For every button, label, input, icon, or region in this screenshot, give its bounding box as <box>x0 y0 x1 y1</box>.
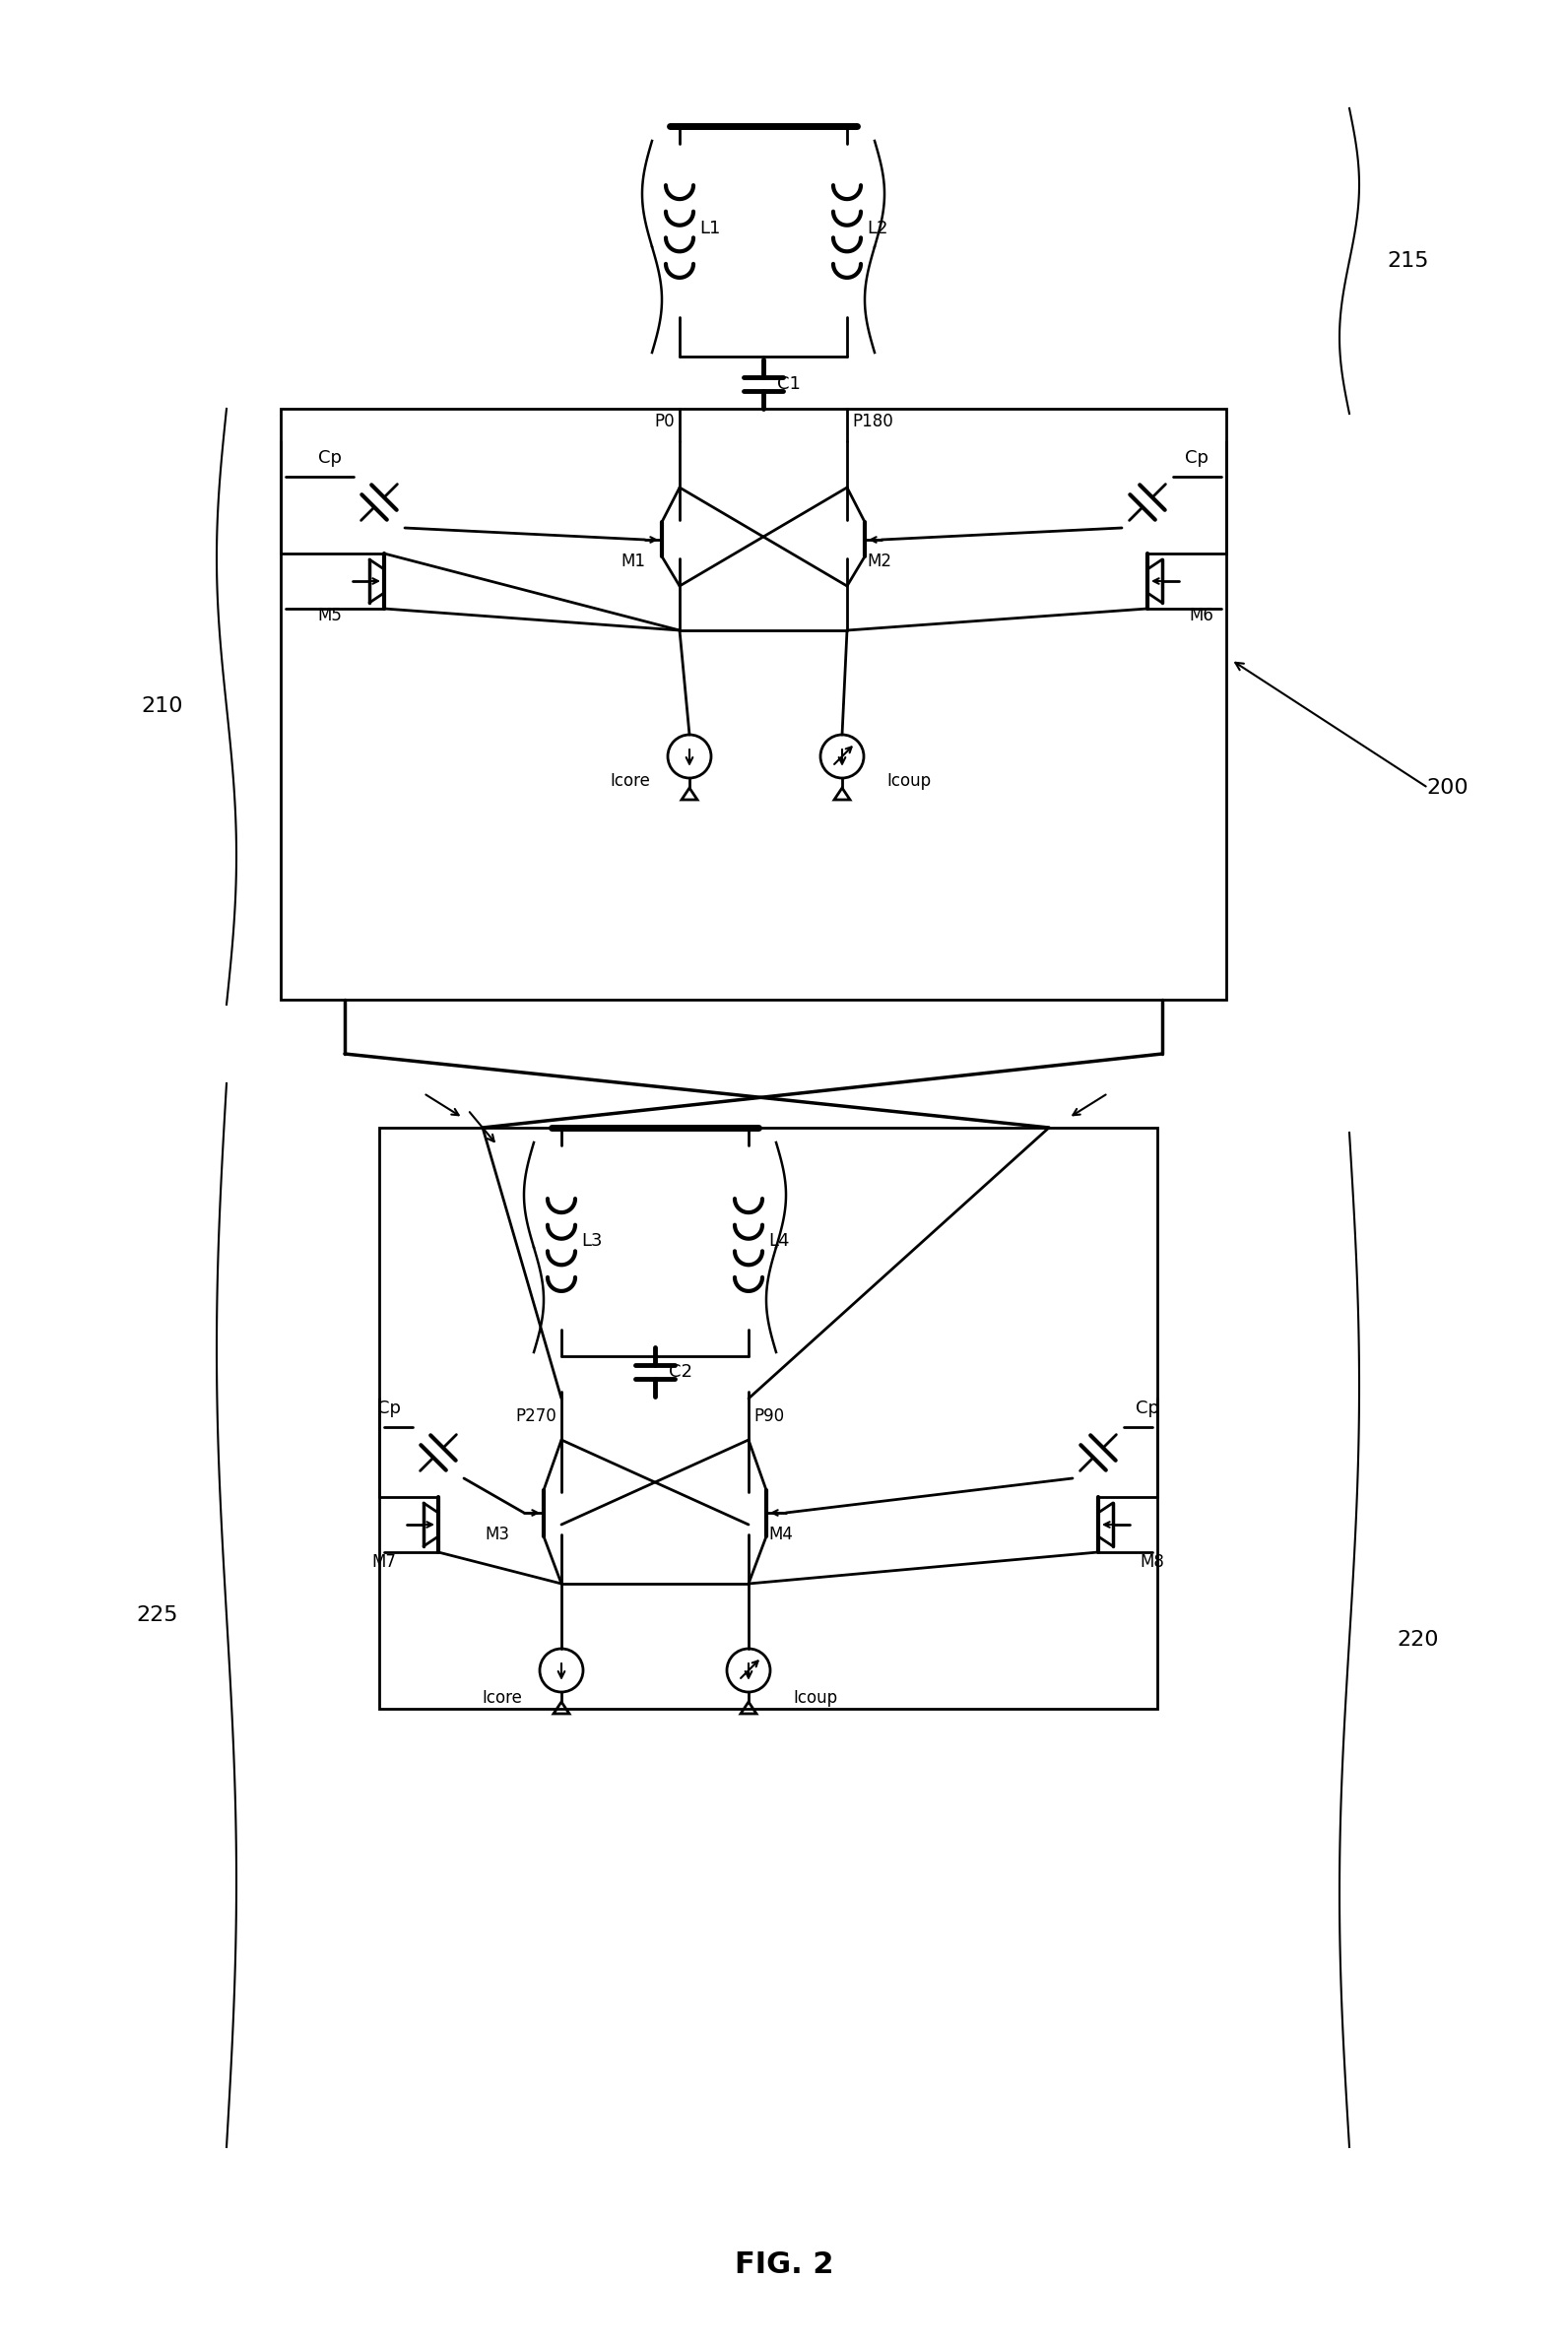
Text: M3: M3 <box>485 1527 510 1543</box>
Text: M4: M4 <box>768 1527 793 1543</box>
Text: M8: M8 <box>1140 1552 1165 1571</box>
Text: C1: C1 <box>778 375 801 394</box>
Text: P0: P0 <box>654 413 674 431</box>
Text: Icoup: Icoup <box>793 1688 837 1707</box>
Text: Icore: Icore <box>481 1688 522 1707</box>
Text: P90: P90 <box>754 1407 784 1426</box>
Text: 215: 215 <box>1388 251 1430 270</box>
Text: Cp: Cp <box>1135 1400 1159 1416</box>
Text: Cp: Cp <box>1185 450 1209 467</box>
Bar <box>379 1128 1157 1710</box>
Text: M1: M1 <box>621 553 644 570</box>
Text: 210: 210 <box>141 696 183 715</box>
Text: Icore: Icore <box>610 772 651 790</box>
Text: L4: L4 <box>768 1231 789 1250</box>
Text: L2: L2 <box>867 220 887 237</box>
Text: 220: 220 <box>1397 1630 1439 1649</box>
Text: M7: M7 <box>372 1552 397 1571</box>
Text: M6: M6 <box>1190 607 1214 624</box>
Text: L3: L3 <box>582 1231 602 1250</box>
Text: 200: 200 <box>1427 779 1469 797</box>
Text: 225: 225 <box>136 1606 179 1625</box>
Text: Icoup: Icoup <box>886 772 931 790</box>
Text: L1: L1 <box>699 220 720 237</box>
Text: M5: M5 <box>318 607 342 624</box>
Text: M2: M2 <box>867 553 891 570</box>
Text: C2: C2 <box>670 1362 693 1381</box>
Text: P270: P270 <box>516 1407 557 1426</box>
Text: P180: P180 <box>851 413 894 431</box>
Text: FIG. 2: FIG. 2 <box>734 2251 834 2279</box>
Bar <box>281 408 1226 999</box>
Text: Cp: Cp <box>378 1400 401 1416</box>
Text: Cp: Cp <box>318 450 342 467</box>
